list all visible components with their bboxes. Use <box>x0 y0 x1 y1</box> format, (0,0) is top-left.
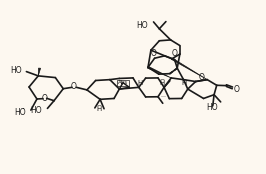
Text: O: O <box>198 73 204 82</box>
Text: HO: HO <box>136 21 147 30</box>
Text: H̅: H̅ <box>96 106 101 112</box>
Polygon shape <box>147 67 171 78</box>
Text: HȮ: HȮ <box>15 108 26 117</box>
Text: O: O <box>171 49 177 58</box>
Text: H̅: H̅ <box>181 80 186 86</box>
Text: HO: HO <box>206 103 218 112</box>
Text: ...: ... <box>161 93 167 98</box>
Text: O: O <box>42 94 48 103</box>
Polygon shape <box>171 58 207 80</box>
Text: O: O <box>151 49 156 58</box>
FancyBboxPatch shape <box>117 80 129 86</box>
Text: HO: HO <box>10 66 22 75</box>
Text: H̅: H̅ <box>160 80 165 86</box>
Text: Abs: Abs <box>118 80 128 85</box>
Text: O: O <box>233 85 239 94</box>
Text: HO: HO <box>31 106 42 115</box>
Polygon shape <box>38 68 41 76</box>
Text: O: O <box>71 82 77 91</box>
Text: H: H <box>137 80 142 86</box>
